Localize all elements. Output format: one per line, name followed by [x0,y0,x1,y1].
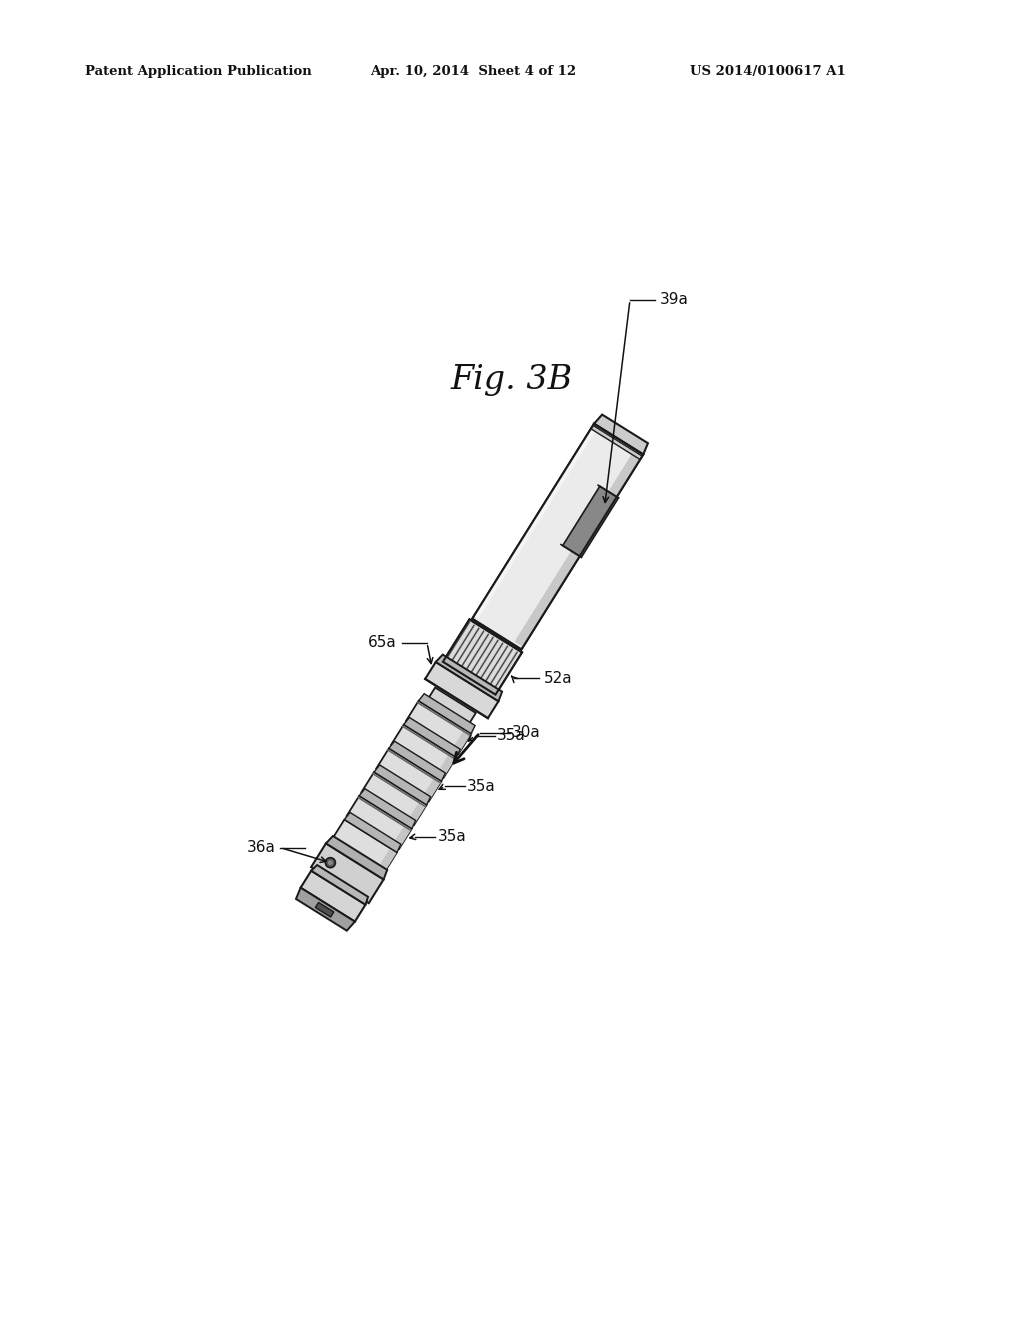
Circle shape [326,858,336,867]
Polygon shape [474,426,597,619]
Polygon shape [361,772,427,825]
Polygon shape [493,651,518,692]
Polygon shape [476,642,501,681]
Polygon shape [436,655,502,701]
Polygon shape [389,742,445,781]
Polygon shape [495,653,520,693]
Polygon shape [450,624,475,664]
Polygon shape [423,777,441,801]
Polygon shape [473,639,499,678]
Text: 65a: 65a [369,635,397,651]
Polygon shape [426,688,476,729]
Polygon shape [485,647,511,686]
Polygon shape [296,887,355,931]
Text: 52a: 52a [544,671,572,686]
Polygon shape [378,849,396,873]
Polygon shape [406,701,471,754]
Polygon shape [472,424,643,649]
Text: 35a: 35a [467,779,496,793]
Polygon shape [514,451,642,647]
Polygon shape [444,622,470,661]
Polygon shape [332,820,397,873]
Polygon shape [374,764,430,805]
Polygon shape [301,871,366,921]
Polygon shape [425,663,499,718]
Polygon shape [457,628,482,669]
Polygon shape [453,730,471,754]
Text: Apr. 10, 2014  Sheet 4 of 12: Apr. 10, 2014 Sheet 4 of 12 [370,66,577,78]
Polygon shape [471,638,497,677]
Polygon shape [344,812,400,853]
Polygon shape [480,644,506,684]
Polygon shape [346,796,412,849]
Polygon shape [447,623,472,663]
Polygon shape [591,425,642,459]
Text: 39a: 39a [660,293,689,308]
Polygon shape [443,619,522,694]
Polygon shape [391,725,457,777]
Text: 35a: 35a [437,829,466,845]
Polygon shape [376,748,441,801]
Polygon shape [326,836,387,879]
Text: Fig. 3B: Fig. 3B [451,364,573,396]
Polygon shape [459,631,484,671]
Polygon shape [466,635,492,675]
Polygon shape [594,414,648,454]
Polygon shape [393,825,412,849]
Polygon shape [403,718,460,758]
Circle shape [328,861,333,865]
Polygon shape [483,645,509,685]
Polygon shape [563,486,618,557]
Text: 36a: 36a [247,840,275,855]
Polygon shape [419,694,475,734]
Polygon shape [464,634,489,673]
Polygon shape [469,636,494,676]
Polygon shape [359,788,416,829]
Polygon shape [478,643,504,682]
Polygon shape [490,649,516,689]
Polygon shape [487,648,513,688]
Text: US 2014/0100617 A1: US 2014/0100617 A1 [690,66,846,78]
Polygon shape [311,865,368,904]
Polygon shape [311,843,384,903]
Polygon shape [315,903,334,917]
Text: 35a: 35a [497,729,525,743]
Polygon shape [455,627,479,667]
Polygon shape [437,754,456,777]
Text: Patent Application Publication: Patent Application Publication [85,66,311,78]
Polygon shape [452,626,477,665]
Polygon shape [333,704,468,874]
Text: 30a: 30a [512,725,541,741]
Polygon shape [408,801,426,825]
Polygon shape [462,632,486,672]
